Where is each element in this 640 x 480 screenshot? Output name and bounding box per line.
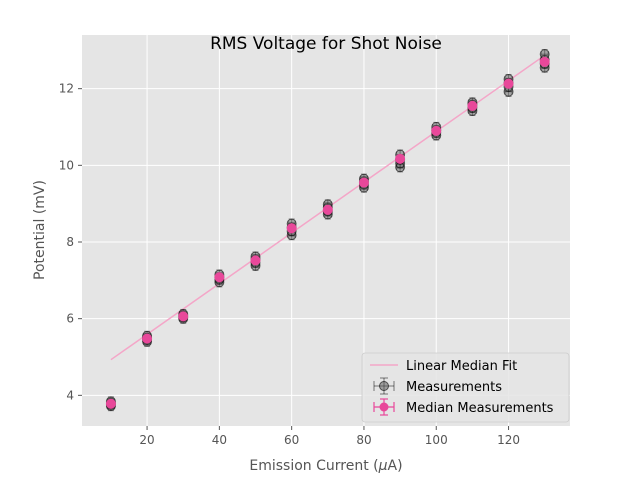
x-tick-label: 20 [139,433,154,447]
y-tick-label: 12 [59,82,74,96]
median-point [322,204,333,215]
median-point [286,223,297,234]
median-point [431,125,442,136]
median-point [358,177,369,188]
x-axis-ticks: 20 40 60 80 100 120 [139,426,520,447]
median-point [105,398,116,409]
legend-box [361,352,570,423]
y-tick-label: 8 [66,235,74,249]
y-tick-label: 10 [59,158,74,172]
x-axis-label-main: Emission Current ( [249,458,378,474]
x-tick-label: 80 [356,433,371,447]
median-point [250,255,261,266]
measurement-point [286,230,297,241]
x-axis-label: Emission Current (μA) [249,458,402,474]
legend-fit-label: Linear Median Fit [406,359,517,374]
median-point [467,100,478,111]
median-point [214,272,225,283]
y-tick-label: 6 [66,312,74,326]
median-point [142,333,153,344]
y-tick-label: 4 [66,388,74,402]
chart-title: RMS Voltage for Shot Noise [210,34,442,54]
legend-median-label: Median Measurements [406,401,554,416]
legend-measurements-label: Measurements [406,380,502,395]
x-tick-label: 120 [497,433,520,447]
legend-median-swatch [373,398,395,416]
y-axis-label: Potential (mV) [32,180,48,280]
y-axis-ticks: 4 6 8 10 12 [59,82,82,402]
x-axis-label-mu: μ [378,458,388,474]
x-tick-label: 40 [212,433,227,447]
median-point [395,153,406,164]
x-tick-label: 100 [425,433,448,447]
x-tick-label: 60 [284,433,299,447]
median-point [178,311,189,322]
x-axis-label-tail: A) [388,458,403,474]
legend: Linear Median Fit Measurements Median Me… [361,352,570,423]
median-point [503,78,514,89]
median-point [539,56,550,67]
median-layer [105,56,550,409]
legend-measurements-swatch [373,377,395,395]
